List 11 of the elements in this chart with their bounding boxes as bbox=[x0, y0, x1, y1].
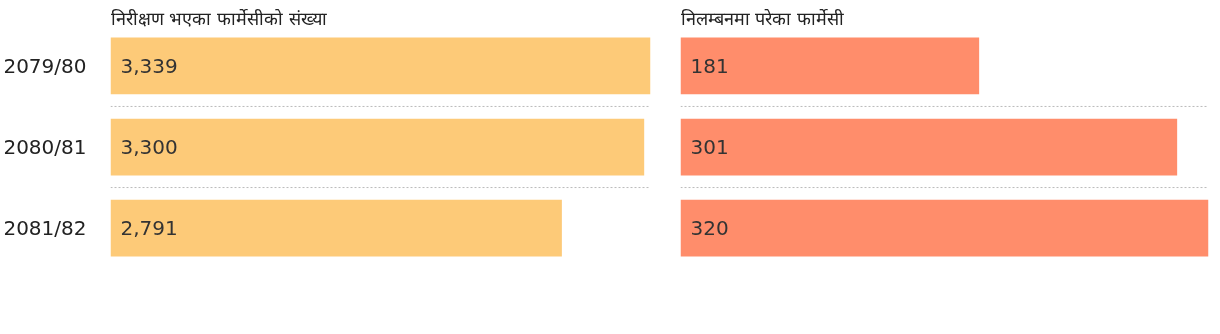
data-label: 3,300 bbox=[120, 135, 178, 159]
data-label: 301 bbox=[690, 135, 729, 159]
chart-title: निलम्बनमा परेका फार्मेसी bbox=[680, 7, 844, 29]
data-label: 320 bbox=[690, 216, 729, 241]
data-label: 3,339 bbox=[120, 53, 178, 78]
data-label: 181 bbox=[690, 53, 729, 78]
y-tick-label: 2080/81 bbox=[3, 135, 87, 159]
y-tick-label: 2079/80 bbox=[3, 53, 87, 78]
y-tick-label: 2081/82 bbox=[3, 216, 87, 241]
chart-title: निरीक्षण भएका फार्मेसीको संख्या bbox=[110, 7, 327, 29]
data-label: 2,791 bbox=[120, 216, 178, 241]
